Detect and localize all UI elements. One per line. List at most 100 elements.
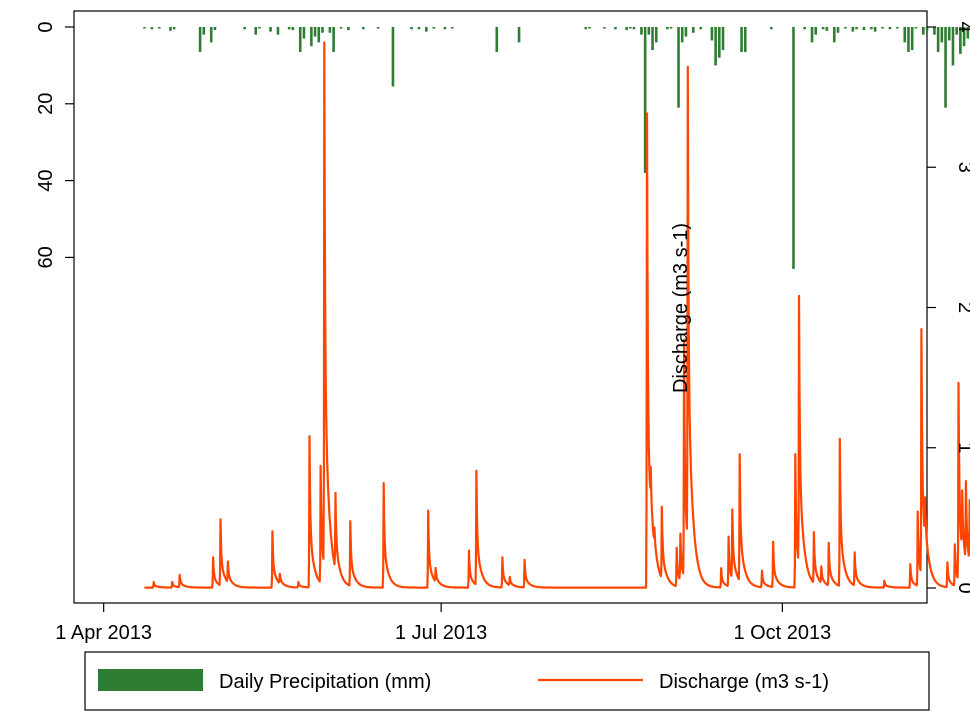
- precip-bar: [209, 27, 213, 43]
- precip-bar: [417, 27, 421, 30]
- precip-bar: [150, 27, 154, 30]
- precip-bar: [584, 27, 588, 30]
- precip-bar: [966, 27, 970, 39]
- precipitation-bars: [143, 27, 970, 269]
- precip-bar: [647, 27, 651, 35]
- precip-bar: [743, 27, 747, 52]
- y-left-axis: 0 20 40 60: [35, 21, 74, 269]
- y-right-tick-label: 2: [954, 302, 970, 313]
- y-left-tick-label: 20: [35, 93, 57, 115]
- precip-bar: [603, 27, 606, 29]
- precip-bar: [870, 27, 873, 30]
- precip-bar: [629, 27, 632, 29]
- precip-bar: [376, 27, 380, 29]
- precip-bar: [425, 27, 428, 32]
- legend-label-discharge: Discharge (m3 s-1): [659, 671, 829, 693]
- precip-bar: [714, 27, 717, 66]
- precip-bar: [873, 27, 877, 32]
- precip-bar: [258, 27, 261, 29]
- precip-bar: [810, 27, 814, 43]
- precip-bar: [721, 27, 725, 51]
- precip-bar: [699, 27, 703, 30]
- precip-bar: [951, 27, 955, 66]
- y-right-tick-label: 0: [954, 582, 970, 593]
- x-tick-label: 1 Jul 2013: [395, 622, 487, 644]
- precip-bar: [881, 27, 884, 29]
- y-right-tick-label: 3: [954, 162, 970, 173]
- precip-bar: [914, 27, 918, 29]
- precip-bar: [443, 27, 447, 30]
- precip-bar: [803, 27, 806, 30]
- precip-bar: [955, 27, 958, 35]
- x-tick-label: 1 Apr 2013: [55, 622, 152, 644]
- precip-bar: [684, 27, 688, 37]
- legend-box: [84, 651, 930, 711]
- precip-bar: [962, 27, 966, 47]
- precip-bar: [936, 27, 940, 52]
- precip-bar: [640, 27, 643, 35]
- precip-bar: [632, 27, 636, 30]
- precip-bar: [710, 27, 714, 41]
- y-left-tick-label: 60: [35, 246, 57, 268]
- precip-bar: [269, 27, 272, 32]
- precip-bar: [291, 27, 295, 31]
- precip-bar: [654, 27, 658, 43]
- legend-swatch-precipitation: [98, 669, 203, 691]
- y-right-tick-label: 1: [954, 442, 970, 453]
- precip-bar: [310, 27, 313, 47]
- precip-bar: [888, 27, 892, 30]
- precip-bar: [666, 27, 669, 30]
- precip-bar: [832, 27, 836, 43]
- precip-bar: [158, 27, 161, 29]
- precip-bar: [907, 27, 910, 52]
- y-right-tick-label: 4: [954, 21, 970, 32]
- x-axis: 1 Apr 2013 1 Jul 2013 1 Oct 2013: [55, 603, 831, 644]
- y-left-tick-label: 0: [35, 21, 57, 32]
- precip-bar: [740, 27, 743, 52]
- precip-bar: [143, 27, 146, 29]
- x-tick-label: 1 Oct 2013: [733, 622, 831, 644]
- precip-bar: [925, 27, 929, 31]
- precip-bar: [643, 27, 647, 173]
- precip-bar: [692, 27, 695, 33]
- precip-bar: [276, 27, 280, 35]
- discharge-line: [143, 41, 970, 589]
- precip-bar: [202, 27, 206, 35]
- precip-bar: [339, 27, 343, 29]
- precip-bar: [614, 27, 617, 30]
- precip-bar: [287, 27, 291, 30]
- y-right-axis-label: Discharge (m3 s-1): [670, 223, 692, 393]
- y-left-tick-label: 40: [35, 169, 57, 191]
- precip-bar: [959, 27, 962, 54]
- precip-bar: [495, 27, 499, 52]
- precip-bar: [769, 27, 773, 30]
- precip-bar: [947, 27, 951, 41]
- precip-bar: [432, 27, 436, 29]
- precip-bar: [410, 27, 413, 30]
- precip-bar: [651, 27, 654, 51]
- precip-bar: [169, 27, 172, 31]
- precip-bar: [680, 27, 684, 43]
- precip-bar: [328, 27, 332, 33]
- precip-bar: [944, 27, 947, 108]
- precip-bar: [677, 27, 680, 108]
- legend: Daily Precipitation (mm) Discharge (m3 s…: [84, 651, 930, 711]
- precip-bar: [361, 27, 365, 30]
- precip-bar: [588, 27, 591, 29]
- precip-bar: [862, 27, 866, 31]
- precip-bar: [903, 27, 907, 43]
- precip-bar: [940, 27, 944, 43]
- precip-bar: [855, 27, 858, 30]
- precip-bar: [317, 27, 321, 43]
- precip-bar: [213, 27, 217, 31]
- precip-bar: [391, 27, 395, 87]
- precip-bar: [198, 27, 202, 52]
- precip-bar: [332, 27, 335, 52]
- precip-bar: [254, 27, 258, 35]
- precip-bar: [814, 27, 818, 35]
- precip-bar: [825, 27, 829, 31]
- precip-bar: [625, 27, 628, 31]
- precip-bar: [792, 27, 795, 269]
- precip-bar: [172, 27, 176, 30]
